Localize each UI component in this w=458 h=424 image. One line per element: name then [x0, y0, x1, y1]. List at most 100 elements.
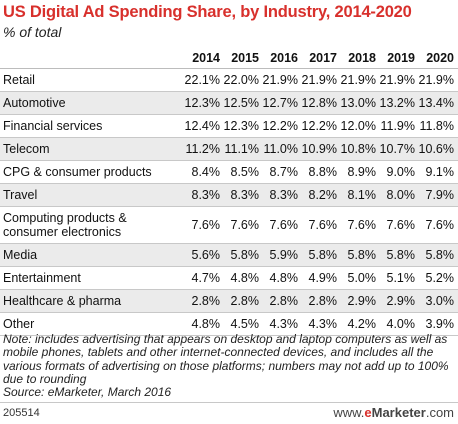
cell-value: 2.8%: [191, 294, 221, 308]
cell-value: 10.8%: [340, 142, 376, 156]
cell-value: 7.6%: [269, 218, 299, 232]
cell-value: 4.8%: [269, 271, 299, 285]
chart-title: US Digital Ad Spending Share, by Industr…: [3, 3, 412, 21]
table-row: Retail 22.1% 22.0% 21.9% 21.9% 21.9% 21.9% 21.9…: [0, 69, 458, 92]
table-row: Computing products & consumer electronic…: [0, 207, 458, 244]
header-year: 2020: [417, 47, 458, 69]
cell-value: 21.9%: [301, 73, 337, 87]
table-row: Healthcare & pharma 2.8% 2.8% 2.8% 2.8% 2.9% 2…: [0, 289, 458, 313]
table-row: Telecom 11.2% 11.1% 11.0% 10.9% 10.8% 10.7% 10.…: [0, 137, 458, 161]
cell-value: 4.8%: [191, 317, 221, 331]
cell-value: 7.6%: [425, 218, 455, 232]
row-label: Entertainment: [3, 271, 81, 285]
cell-value: 5.1%: [386, 271, 416, 285]
cell-value: 2.9%: [386, 294, 416, 308]
chart-id: 205514: [3, 407, 40, 419]
cell-value: 21.9%: [340, 73, 376, 87]
cell-value: 8.4%: [191, 165, 221, 179]
cell-value: 3.9%: [425, 317, 455, 331]
cell-value: 4.3%: [308, 317, 338, 331]
cell-value: 3.0%: [425, 294, 455, 308]
cell-value: 12.2%: [301, 119, 337, 133]
cell-value: 21.9%: [379, 73, 415, 87]
cell-value: 11.2%: [185, 142, 220, 156]
source-text: Source: eMarketer, March 2016: [3, 385, 172, 400]
cell-value: 4.5%: [230, 317, 260, 331]
cell-value: 22.1%: [184, 73, 220, 87]
cell-value: 7.6%: [386, 218, 416, 232]
cell-value: 10.7%: [379, 142, 415, 156]
header-year: 2017: [300, 47, 339, 69]
cell-value: 7.6%: [308, 218, 338, 232]
cell-value: 5.8%: [308, 248, 338, 262]
cell-value: 7.6%: [191, 218, 221, 232]
row-label: Media: [3, 248, 38, 262]
cell-value: 7.9%: [425, 188, 455, 202]
cell-value: 8.1%: [347, 188, 377, 202]
cell-value: 5.8%: [386, 248, 416, 262]
cell-value: 7.6%: [347, 218, 377, 232]
row-label: Other: [3, 317, 35, 331]
cell-value: 2.8%: [230, 294, 260, 308]
cell-value: 13.4%: [418, 96, 454, 110]
row-label: Travel: [3, 188, 38, 202]
cell-value: 4.8%: [230, 271, 260, 285]
cell-value: 12.7%: [262, 96, 298, 110]
header-industry: [0, 47, 183, 69]
row-label: Telecom: [3, 142, 50, 156]
table-row: Financial services 12.4% 12.3% 12.2% 12.2% 12…: [0, 115, 458, 138]
table-row: Entertainment 4.7% 4.8% 4.8% 4.9% 5.0% 5.1% 5.2…: [0, 267, 458, 290]
cell-value: 7.6%: [230, 218, 260, 232]
note-text: Note: includes advertising that appears …: [3, 332, 449, 386]
cell-value: 4.2%: [347, 317, 377, 331]
cell-value: 5.6%: [191, 248, 221, 262]
table-row: Other 4.8% 4.5% 4.3% 4.3% 4.2% 4.0% 3.9%: [0, 313, 458, 336]
header-year: 2019: [378, 47, 417, 69]
cell-value: 11.9%: [380, 119, 415, 133]
table-row: Automotive 12.3% 12.5% 12.7% 12.8% 13.0% 13.2%…: [0, 91, 458, 115]
header-year: 2015: [222, 47, 261, 69]
cell-value: 11.8%: [419, 119, 454, 133]
cell-value: 5.8%: [347, 248, 377, 262]
cell-value: 8.3%: [269, 188, 299, 202]
cell-value: 2.8%: [308, 294, 338, 308]
table-row: Media 5.6% 5.8% 5.9% 5.8% 5.8% 5.8% 5.8%: [0, 243, 458, 267]
cell-value: 10.9%: [301, 142, 337, 156]
cell-value: 5.0%: [347, 271, 377, 285]
cell-value: 8.3%: [191, 188, 221, 202]
header-year: 2016: [261, 47, 300, 69]
cell-value: 9.1%: [425, 165, 455, 179]
cell-value: 8.0%: [386, 188, 416, 202]
table-row: CPG & consumer products 8.4% 8.5% 8.7% 8.8% 8…: [0, 161, 458, 184]
cell-value: 11.0%: [263, 142, 298, 156]
chart-note: Note: includes advertising that appears …: [3, 332, 455, 400]
cell-value: 21.9%: [418, 73, 454, 87]
cell-value: 21.9%: [262, 73, 298, 87]
cell-value: 5.8%: [230, 248, 260, 262]
cell-value: 4.3%: [269, 317, 299, 331]
cell-value: 2.9%: [347, 294, 377, 308]
cell-value: 8.8%: [308, 165, 338, 179]
cell-value: 13.0%: [340, 96, 376, 110]
cell-value: 8.2%: [308, 188, 338, 202]
cell-value: 12.2%: [262, 119, 298, 133]
cell-value: 12.3%: [184, 96, 220, 110]
cell-value: 22.0%: [223, 73, 259, 87]
cell-value: 8.9%: [347, 165, 377, 179]
cell-value: 8.7%: [269, 165, 299, 179]
cell-value: 12.5%: [223, 96, 259, 110]
cell-value: 8.5%: [230, 165, 260, 179]
footer: 205514 www.eMarketer.com: [0, 402, 458, 424]
cell-value: 5.8%: [425, 248, 455, 262]
row-label: Financial services: [3, 119, 103, 133]
cell-value: 12.0%: [340, 119, 376, 133]
data-table: 2014 2015 2016 2017 2018 2019 2020 Retai…: [0, 47, 458, 336]
header-row: 2014 2015 2016 2017 2018 2019 2020: [0, 47, 458, 69]
cell-value: 5.9%: [269, 248, 299, 262]
chart-subtitle: % of total: [3, 24, 62, 40]
cell-value: 13.2%: [379, 96, 415, 110]
table-body: Retail 22.1% 22.0% 21.9% 21.9% 21.9% 21.9% 21.9…: [0, 69, 458, 336]
header-year: 2018: [339, 47, 378, 69]
cell-value: 2.8%: [269, 294, 299, 308]
